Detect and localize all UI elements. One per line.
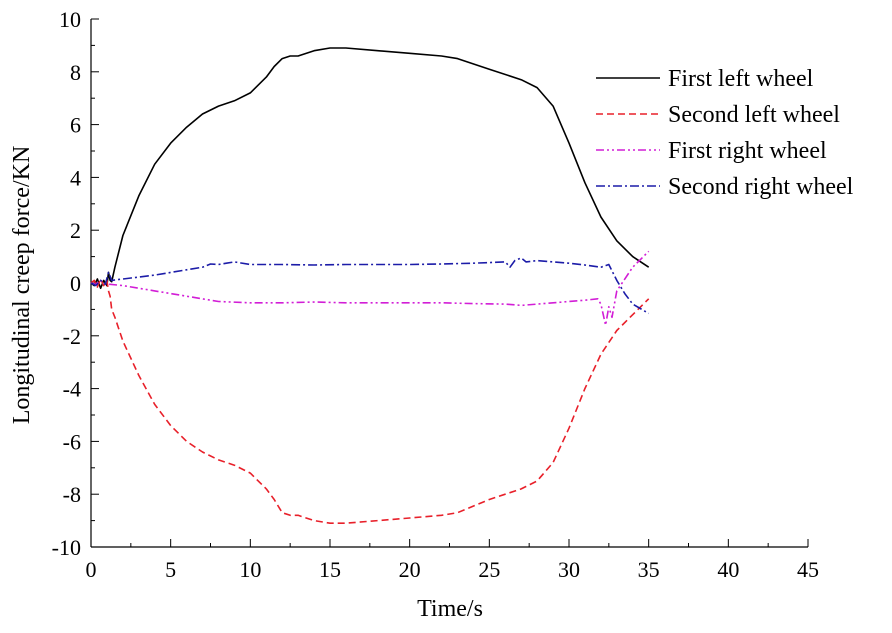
y-tick-label: 4 (70, 165, 81, 190)
legend-label-1: First left wheel (668, 66, 814, 92)
y-tick-label: 8 (70, 60, 81, 85)
y-tick-label: -2 (63, 324, 81, 349)
series-line-4 (90, 257, 650, 315)
x-tick-label: 35 (638, 557, 660, 582)
y-tick-label: -4 (63, 377, 81, 402)
y-tick-label: -8 (63, 482, 81, 507)
y-tick-label: 6 (70, 113, 81, 138)
x-tick-label: 10 (239, 557, 261, 582)
x-tick-label: 15 (319, 557, 341, 582)
y-tick-label: 2 (70, 218, 81, 243)
y-tick-label: -10 (52, 535, 81, 560)
x-tick-label: 30 (558, 557, 580, 582)
legend-label-3: First right wheel (668, 138, 827, 164)
x-tick-label: 40 (717, 557, 739, 582)
y-tick-label: -6 (63, 429, 81, 454)
x-tick-label: 25 (478, 557, 500, 582)
legend-label-4: Second right wheel (668, 174, 854, 200)
series-line-2 (90, 278, 650, 525)
series-line-1 (90, 47, 650, 290)
x-axis-title: Time/s (417, 596, 483, 622)
x-tick-label: 0 (86, 557, 97, 582)
y-tick-label: 0 (70, 271, 81, 296)
y-axis-title: Longitudinal creep force/KN (9, 146, 35, 425)
series-line-3 (90, 250, 650, 327)
x-tick-label: 5 (165, 557, 176, 582)
y-tick-label: 10 (59, 7, 81, 32)
x-tick-label: 45 (797, 557, 819, 582)
legend-label-2: Second left wheel (668, 102, 840, 128)
x-tick-label: 20 (399, 557, 421, 582)
